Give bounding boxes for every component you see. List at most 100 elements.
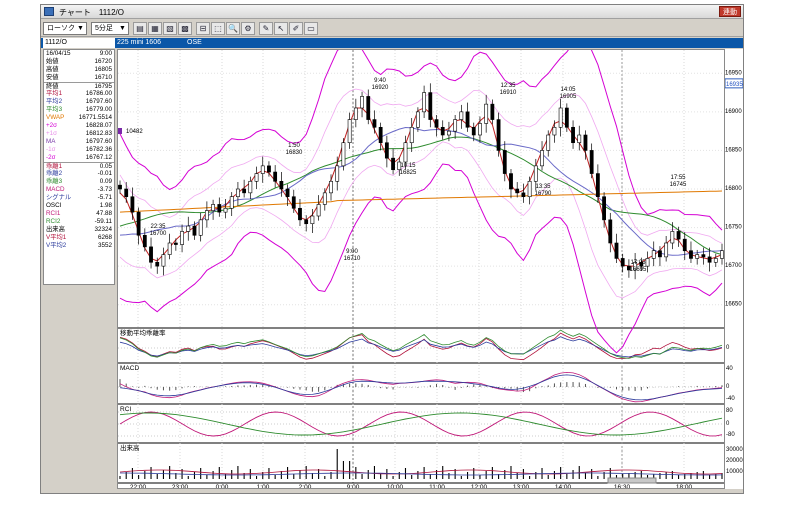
high-low-price-label: 16905 bbox=[560, 94, 577, 100]
candle-body bbox=[391, 157, 395, 171]
link-button[interactable]: 連動 bbox=[719, 6, 741, 17]
info-label: 始値 bbox=[46, 58, 59, 65]
info-label: RCI1 bbox=[46, 210, 61, 217]
candle-body bbox=[229, 196, 234, 209]
edit-icon[interactable]: ✐ bbox=[289, 22, 303, 35]
high-low-price-label: 16830 bbox=[286, 150, 303, 156]
deviation-line-1 bbox=[119, 332, 723, 361]
high-low-price-label: 16790 bbox=[535, 191, 552, 197]
candle-body bbox=[422, 92, 427, 113]
cursor-icon[interactable]: ⬚ bbox=[211, 22, 225, 35]
info-label: 終値 bbox=[46, 83, 59, 90]
time-axis-label: 18:00 bbox=[676, 484, 693, 489]
candle-body bbox=[434, 119, 439, 128]
candle-body bbox=[496, 119, 501, 151]
chart-window: チャート 1112/O 連動 ローソク ▼ 5分足 ▼ ▤ ▦ ▧ ▩ ⊟ ⬚ … bbox=[40, 4, 744, 494]
folder-icon[interactable]: ▭ bbox=[304, 22, 318, 35]
candle-body bbox=[595, 173, 600, 198]
high-low-time-label: 1:50 bbox=[288, 143, 300, 149]
panel-tick-label: 20000 bbox=[726, 458, 743, 464]
info-row: 安値 16710 bbox=[44, 74, 114, 82]
info-row: V平均1 6268 bbox=[44, 234, 114, 242]
info-label: MA bbox=[46, 138, 56, 145]
candle-body bbox=[186, 225, 191, 232]
pointer-icon[interactable]: ▧ bbox=[163, 22, 177, 35]
panel-tick-label: -40 bbox=[726, 396, 735, 402]
candle-body bbox=[267, 165, 271, 173]
info-row: VWAP 16771.5514 bbox=[44, 114, 114, 122]
time-axis-label: 23:00 bbox=[172, 484, 189, 489]
high-low-price-label: 16825 bbox=[400, 170, 417, 176]
candle-body bbox=[478, 123, 482, 136]
candle-body bbox=[298, 207, 302, 221]
candle-body bbox=[316, 204, 321, 217]
candle-body bbox=[502, 150, 507, 174]
bollinger-lower-1 bbox=[119, 141, 723, 299]
volume-average-1 bbox=[119, 469, 723, 475]
candle-body bbox=[701, 254, 706, 258]
candle-body bbox=[173, 242, 178, 245]
crosshair-icon[interactable]: ⊟ bbox=[196, 22, 210, 35]
candle-body bbox=[428, 92, 433, 120]
bollinger-upper-2 bbox=[119, 50, 723, 231]
high-low-price-label: 16700 bbox=[150, 231, 167, 237]
info-value: 16786.00 bbox=[85, 90, 112, 97]
candle-body bbox=[583, 134, 588, 151]
tool-icon[interactable]: ⚙ bbox=[241, 22, 255, 35]
table-icon[interactable]: ▦ bbox=[148, 22, 162, 35]
candle-body bbox=[471, 126, 476, 136]
info-label: 平均1 bbox=[46, 90, 63, 97]
candle-body bbox=[639, 261, 644, 267]
candle-body bbox=[509, 173, 513, 190]
info-row: RCI2 -59.11 bbox=[44, 218, 114, 226]
chart-app-icon bbox=[44, 7, 54, 16]
high-low-time-label: 9:40 bbox=[374, 78, 386, 84]
interval-value: 5分足 bbox=[95, 25, 113, 32]
chart-canvas[interactable]: 1048222:35167001:50168309:00167109:40169… bbox=[118, 50, 725, 489]
zoom-icon[interactable]: 🔍 bbox=[226, 22, 240, 35]
rci-line-1 bbox=[119, 411, 723, 437]
candle-body bbox=[602, 196, 606, 221]
info-row: 出来高 32324 bbox=[44, 226, 114, 234]
high-low-price-label: 16910 bbox=[500, 90, 517, 96]
candle-body bbox=[273, 171, 278, 182]
info-label: 平均3 bbox=[46, 106, 63, 113]
candle-body bbox=[254, 173, 259, 182]
high-low-price-label: 16920 bbox=[372, 85, 389, 91]
pen-icon[interactable]: ✎ bbox=[259, 22, 273, 35]
time-axis-label: 22:00 bbox=[130, 484, 147, 489]
bar-chart-icon[interactable]: ▤ bbox=[133, 22, 147, 35]
info-value: -3.73 bbox=[97, 186, 112, 193]
candle-body bbox=[397, 161, 402, 171]
candle-body bbox=[155, 261, 160, 267]
candle-body bbox=[664, 242, 669, 258]
candle-body bbox=[633, 261, 638, 271]
deviation-line-3 bbox=[119, 329, 723, 359]
select-icon[interactable]: ↖ bbox=[274, 22, 288, 35]
candle-body bbox=[180, 231, 184, 245]
candle-body bbox=[360, 96, 364, 109]
chart-type-select[interactable]: ローソク ▼ bbox=[43, 22, 87, 35]
candle-body bbox=[372, 119, 377, 128]
panel-tick-label: 40 bbox=[726, 366, 733, 372]
info-row: 16/04/15 9:00 bbox=[44, 50, 114, 58]
candle-body bbox=[260, 165, 265, 174]
candle-body bbox=[124, 188, 129, 198]
info-label: +2σ bbox=[46, 122, 58, 129]
chart-area[interactable]: 10482 22:35 16700 1:50 16830 9:00 16710 9:40 169… bbox=[117, 49, 725, 489]
grid-icon[interactable]: ▩ bbox=[178, 22, 192, 35]
info-value: -0.01 bbox=[97, 170, 112, 177]
info-value: 16812.83 bbox=[85, 130, 112, 137]
info-row: V平均2 3552 bbox=[44, 242, 114, 250]
candle-body bbox=[620, 258, 625, 267]
candle-body bbox=[329, 180, 333, 194]
interval-select[interactable]: 5分足 ▼ bbox=[91, 22, 129, 35]
candle-body bbox=[291, 196, 296, 209]
panel-tick-label: -80 bbox=[726, 432, 735, 438]
info-value: 9:00 bbox=[99, 50, 112, 57]
candle-body bbox=[409, 126, 414, 144]
candle-body bbox=[142, 234, 147, 248]
candle-body bbox=[384, 142, 389, 159]
candle-body bbox=[564, 107, 569, 128]
high-low-time-label: 17:05 bbox=[630, 260, 646, 266]
